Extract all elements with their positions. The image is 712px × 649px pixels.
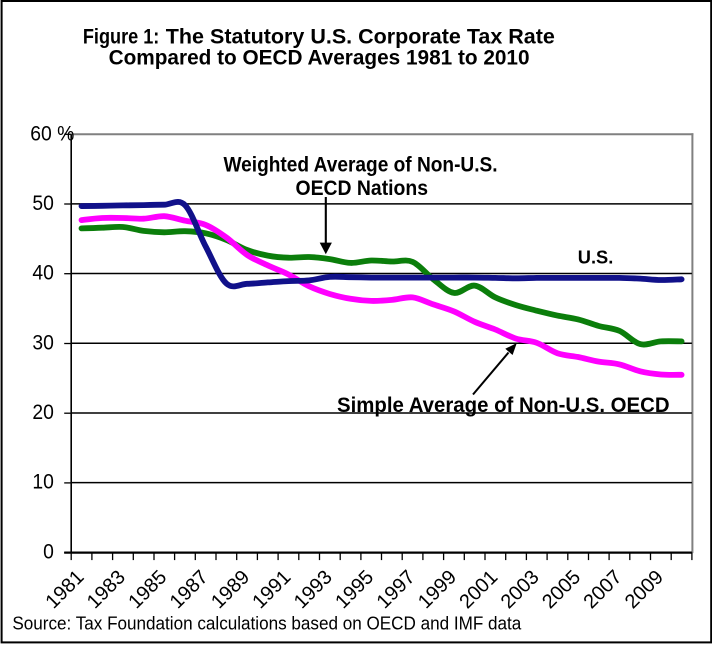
svg-text:2001: 2001: [455, 566, 502, 613]
svg-text:OECD Nations: OECD Nations: [296, 177, 429, 200]
svg-text:50: 50: [32, 192, 53, 215]
svg-text:Source: Tax Foundation calcula: Source: Tax Foundation calculations base…: [12, 613, 521, 634]
svg-text:The Statutory U.S. Corporate T: The Statutory U.S. Corporate Tax Rate: [166, 25, 555, 49]
svg-text:1981: 1981: [42, 566, 89, 613]
svg-text:U.S.: U.S.: [578, 246, 614, 267]
svg-text:2005: 2005: [538, 566, 585, 613]
svg-text:2007: 2007: [580, 566, 627, 613]
svg-text:1995: 1995: [331, 566, 378, 613]
svg-text:Figure 1:: Figure 1:: [83, 25, 159, 49]
svg-text:2009: 2009: [621, 566, 668, 613]
svg-text:1991: 1991: [248, 566, 295, 613]
svg-text:Weighted Average of Non-U.S.: Weighted Average of Non-U.S.: [223, 154, 497, 177]
svg-text:60 %: 60 %: [30, 123, 74, 146]
svg-text:30: 30: [32, 332, 53, 355]
svg-text:1989: 1989: [207, 566, 254, 613]
svg-text:20: 20: [32, 401, 53, 424]
svg-text:1993: 1993: [290, 566, 337, 613]
svg-text:0: 0: [43, 541, 54, 564]
svg-text:10: 10: [32, 471, 53, 494]
svg-text:1999: 1999: [414, 566, 461, 613]
svg-text:1985: 1985: [124, 566, 171, 613]
svg-text:40: 40: [32, 262, 53, 285]
svg-text:1987: 1987: [166, 566, 213, 613]
svg-text:Compared to OECD Averages 1981: Compared to OECD Averages 1981 to 2010: [109, 47, 530, 70]
svg-text:Simple Average of Non-U.S. OEC: Simple Average of Non-U.S. OECD: [337, 394, 670, 417]
svg-text:1997: 1997: [373, 566, 420, 613]
svg-text:2003: 2003: [497, 566, 544, 613]
svg-text:1983: 1983: [83, 566, 130, 613]
